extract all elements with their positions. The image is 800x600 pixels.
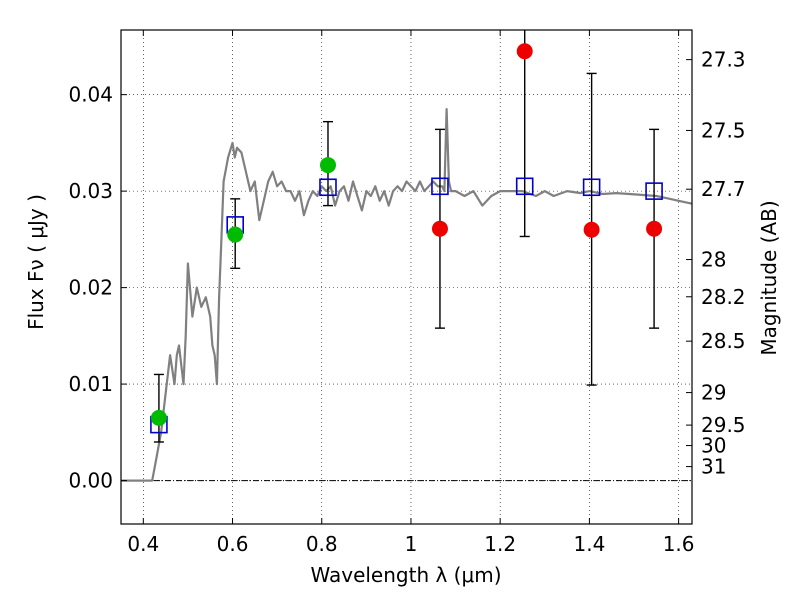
model-band-square bbox=[319, 178, 337, 197]
y-tick-label: 0.00 bbox=[68, 469, 113, 493]
right-tick-label: 30 bbox=[701, 434, 726, 458]
plot-area bbox=[121, 30, 693, 482]
right-tick-label: 31 bbox=[701, 455, 726, 479]
y-tick-label: 0.03 bbox=[68, 179, 113, 203]
x-tick-label: 1.4 bbox=[573, 532, 605, 556]
x-tick-label: 1 bbox=[405, 532, 418, 556]
y-tick-label: 0.04 bbox=[68, 83, 113, 107]
x-tick-label: 0.4 bbox=[127, 532, 159, 556]
x-tick-label: 0.8 bbox=[306, 532, 338, 556]
model-band-square bbox=[431, 177, 449, 196]
axis-ticks: 0.4 0.6 0.8 1 1.2 1.4 1.6 0.00 0.01 0.02 0.03 0.04 2… bbox=[68, 30, 746, 556]
right-tick-label: 27.7 bbox=[701, 177, 746, 201]
model-band-square bbox=[515, 177, 534, 196]
right-tick-label: 27.5 bbox=[701, 118, 746, 142]
x-tick-label: 1.2 bbox=[484, 532, 516, 556]
model-spectrum-line bbox=[121, 108, 693, 482]
detection-point bbox=[150, 409, 167, 426]
upper-limit-point bbox=[646, 220, 663, 237]
right-tick-label: 27.3 bbox=[701, 48, 746, 72]
right-tick-label: 28 bbox=[701, 248, 726, 272]
y-tick-label: 0.01 bbox=[68, 372, 113, 396]
x-axis-label: Wavelength λ (μm) bbox=[310, 563, 501, 587]
upper-limit-point bbox=[431, 220, 448, 237]
upper-limit-point bbox=[516, 43, 533, 60]
x-tick-label: 0.6 bbox=[217, 532, 249, 556]
model-band-square bbox=[645, 182, 663, 200]
y-axis-label-left: Flux Fν ( μJy ) bbox=[24, 194, 48, 330]
right-tick-label: 29.5 bbox=[701, 413, 746, 437]
upper-limit-point bbox=[583, 221, 600, 238]
plot-frame bbox=[120, 29, 693, 525]
detection-point bbox=[319, 157, 336, 174]
y-axis-label-right: Magnitude (AB) bbox=[757, 200, 781, 355]
right-tick-label: 28.2 bbox=[701, 285, 746, 309]
grid bbox=[121, 30, 692, 524]
right-tick-label: 29 bbox=[701, 381, 726, 405]
model-band-square bbox=[582, 178, 601, 197]
x-tick-label: 1.6 bbox=[663, 532, 695, 556]
right-tick-label: 28.5 bbox=[701, 329, 746, 353]
y-tick-label: 0.02 bbox=[68, 276, 113, 300]
detection-point bbox=[227, 226, 244, 243]
